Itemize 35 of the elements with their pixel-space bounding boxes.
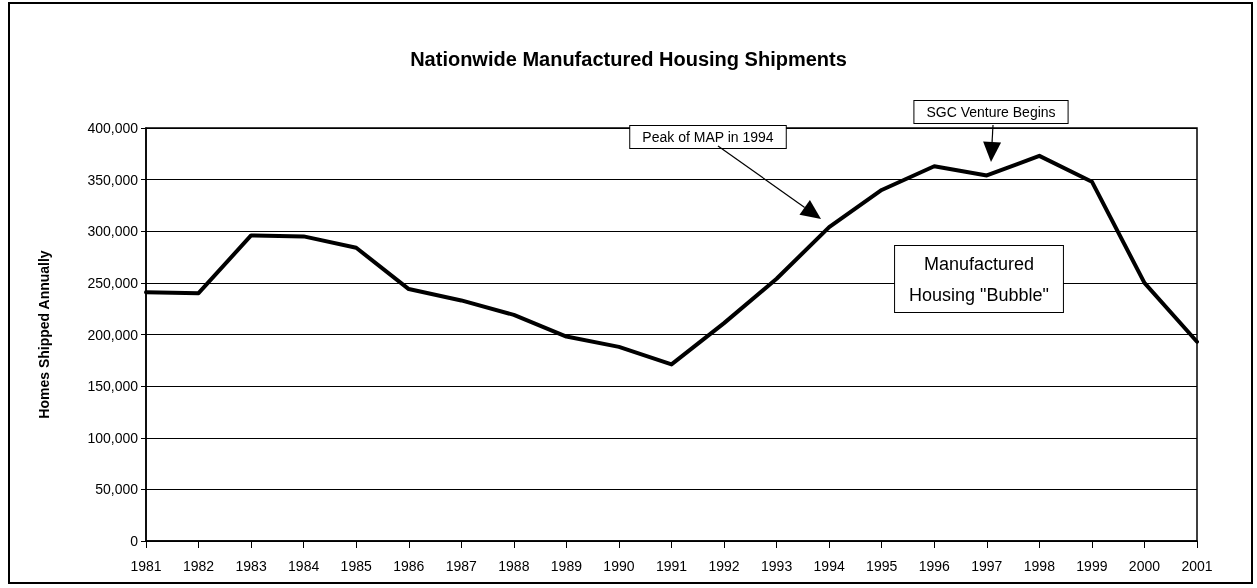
annotation: Manufactured Housing "Bubble"	[909, 253, 1049, 305]
y-tick-label: 100,000	[87, 429, 139, 446]
x-tick-label: 1990	[603, 558, 635, 574]
y-tick-label: 150,000	[87, 378, 139, 395]
x-tick-label: 1991	[655, 558, 688, 574]
x-tick-label: 1996	[918, 558, 951, 574]
x-tick-label: 1998	[1023, 558, 1056, 574]
x-tick-label: 1988	[498, 558, 530, 574]
x-tick-label: 1994	[813, 558, 845, 574]
x-tick-label: 1993	[761, 558, 793, 574]
x-tick-label: 2001	[1181, 558, 1213, 574]
annotation: Peak of MAP in 1994	[642, 129, 774, 145]
x-tick-label: 1997	[971, 558, 1003, 574]
y-axis-title: Homes Shipped Annually	[36, 250, 52, 419]
x-tick-label: 1983	[235, 558, 267, 574]
y-tick-label: 400,000	[87, 120, 139, 136]
y-tick-label: 300,000	[87, 223, 139, 240]
x-tick-label: 1982	[182, 558, 215, 574]
x-tick-label: 1981	[130, 558, 162, 574]
x-tick-label: 1984	[288, 558, 320, 574]
chart-title: Nationwide Manufactured Housing Shipments	[410, 48, 847, 70]
y-tick-label: 200,000	[87, 326, 139, 343]
x-tick-label: 1986	[393, 558, 425, 574]
y-tick-label: 50,000	[95, 481, 139, 498]
x-tick-label: 1989	[550, 558, 583, 574]
x-tick-label: 1999	[1076, 558, 1108, 574]
x-tick-label: 1995	[866, 558, 898, 574]
x-tick-label: 1987	[445, 558, 478, 574]
x-tick-label: 2000	[1128, 558, 1161, 574]
x-tick-label: 1985	[340, 558, 372, 574]
text: SGC Venture Begins	[926, 104, 1056, 120]
y-tick-label: 350,000	[87, 171, 139, 188]
y-tick-label: 0	[130, 533, 139, 549]
x-tick-label: 1992	[708, 558, 740, 574]
y-tick-label: 250,000	[87, 274, 139, 291]
